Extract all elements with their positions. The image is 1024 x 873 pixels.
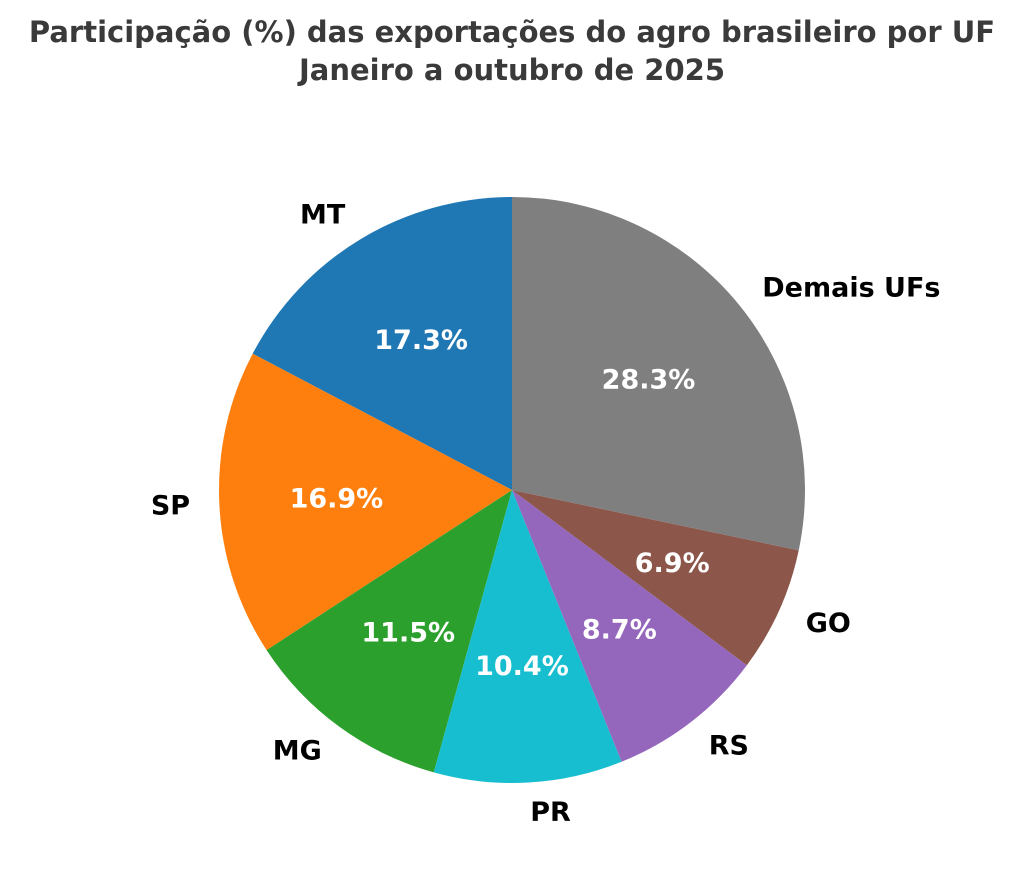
slice-label-mg: MG	[273, 736, 322, 767]
pct-label-mt: 17.3%	[374, 325, 468, 356]
slice-label-go: GO	[806, 608, 851, 639]
pie-slice-mg	[266, 490, 512, 773]
pie-slice-go	[512, 490, 799, 666]
slice-label-demais-ufs: Demais UFs	[762, 272, 940, 303]
chart-title-line2: Janeiro a outubro de 2025	[299, 53, 725, 87]
pct-label-mg: 11.5%	[361, 617, 455, 648]
slice-label-sp: SP	[151, 491, 190, 522]
slice-label-mt: MT	[300, 200, 346, 231]
chart-title-line1: Participação (%) das exportações do agro…	[28, 15, 996, 49]
pct-label-go: 6.9%	[635, 548, 710, 579]
slice-label-rs: RS	[709, 731, 749, 762]
pie-slice-pr	[433, 490, 622, 783]
pie-slice-demais-ufs	[512, 197, 805, 551]
pct-label-rs: 8.7%	[582, 615, 657, 646]
chart-title: Participação (%) das exportações do agro…	[0, 13, 1024, 89]
pie-slice-sp	[219, 353, 513, 651]
pct-label-demais-ufs: 28.3%	[602, 365, 696, 396]
slice-label-pr: PR	[530, 797, 571, 828]
pct-label-sp: 16.9%	[290, 484, 384, 515]
pie-slice-rs	[512, 490, 747, 762]
pct-label-pr: 10.4%	[475, 651, 569, 682]
pie-slice-mt	[252, 197, 512, 490]
